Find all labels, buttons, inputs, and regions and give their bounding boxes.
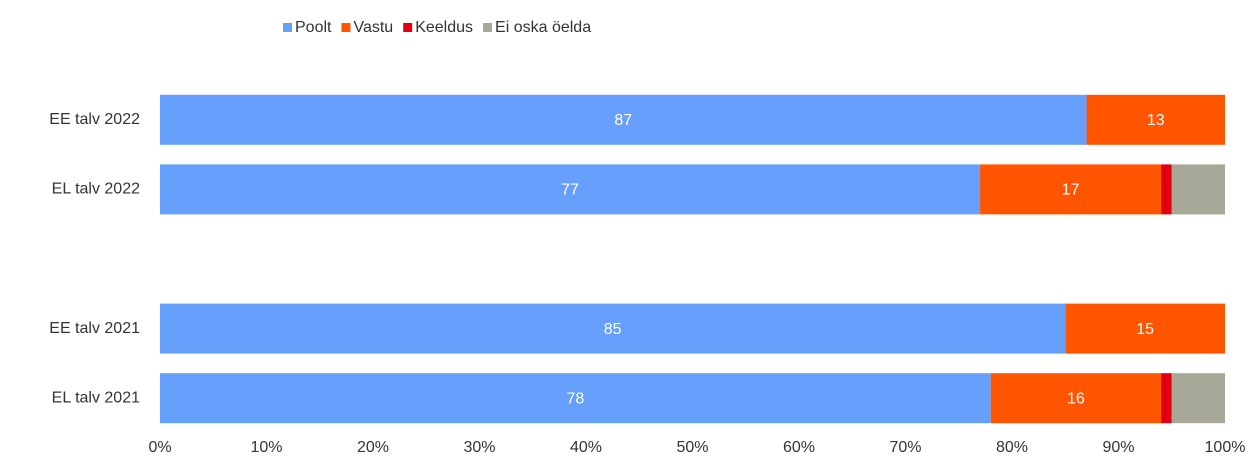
x-tick-label: 20%	[357, 439, 389, 456]
data-label: 87	[614, 112, 632, 129]
y-tick-label: EL talv 2022	[52, 181, 140, 198]
legend-label: Vastu	[353, 19, 393, 36]
bar-segment	[1161, 373, 1172, 424]
data-label: 17	[1062, 182, 1080, 199]
bar-segment	[160, 94, 1087, 145]
x-tick-label: 100%	[1205, 439, 1246, 456]
legend-label: Ei oska öelda	[495, 19, 591, 36]
x-tick-label: 40%	[570, 439, 602, 456]
y-tick-label: EL talv 2021	[52, 389, 140, 406]
data-label: 78	[566, 390, 584, 407]
data-label: 15	[1136, 321, 1154, 338]
x-tick-label: 0%	[148, 439, 171, 456]
bar-segment	[1171, 373, 1225, 424]
bar-segment	[980, 164, 1162, 215]
bar-segment	[1161, 164, 1172, 215]
legend-swatch	[341, 23, 351, 32]
legend-swatch	[483, 23, 493, 32]
data-label: 77	[561, 182, 579, 199]
x-tick-label: 90%	[1102, 439, 1134, 456]
y-tick-label: EE talv 2021	[49, 320, 140, 337]
y-tick-label: EE talv 2022	[49, 111, 140, 128]
x-tick-label: 80%	[996, 439, 1028, 456]
bar-segment	[990, 373, 1162, 424]
x-tick-label: 30%	[463, 439, 495, 456]
bar-segment	[1065, 303, 1225, 354]
data-label: 13	[1147, 112, 1165, 129]
bar-segment	[160, 303, 1066, 354]
x-tick-label: 60%	[783, 439, 815, 456]
x-tick-label: 50%	[676, 439, 708, 456]
legend-swatch	[403, 23, 413, 32]
legend-swatch	[283, 23, 292, 32]
bar-segment	[1086, 94, 1225, 145]
x-tick-label: 70%	[889, 439, 921, 456]
bar-segment	[160, 164, 981, 215]
x-tick-label: 10%	[250, 439, 282, 456]
data-label: 16	[1067, 390, 1085, 407]
legend-label: Keeldus	[415, 19, 473, 36]
data-label: 85	[604, 321, 622, 338]
bar-segment	[1171, 164, 1225, 215]
legend-label: Poolt	[295, 19, 332, 36]
bar-segment	[160, 373, 991, 424]
